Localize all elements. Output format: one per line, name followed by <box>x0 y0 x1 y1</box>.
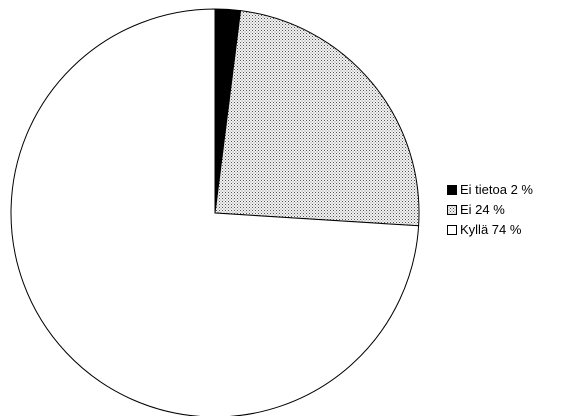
legend-swatch-white <box>447 225 457 235</box>
legend-item-ei: Ei 24 % <box>447 200 533 220</box>
pie-slice-kyll- <box>10 8 420 416</box>
legend-label: Ei 24 % <box>460 202 505 217</box>
legend: Ei tietoa 2 % Ei 24 % Kyllä 74 % <box>447 180 533 240</box>
legend-swatch-dotted <box>447 205 457 215</box>
legend-item-ei-tietoa: Ei tietoa 2 % <box>447 180 533 200</box>
legend-label: Kyllä 74 % <box>460 222 522 237</box>
pie-slice-ei <box>214 10 420 227</box>
legend-label: Ei tietoa 2 % <box>460 182 533 197</box>
legend-swatch-black <box>447 185 457 195</box>
legend-item-kylla: Kyllä 74 % <box>447 220 533 240</box>
